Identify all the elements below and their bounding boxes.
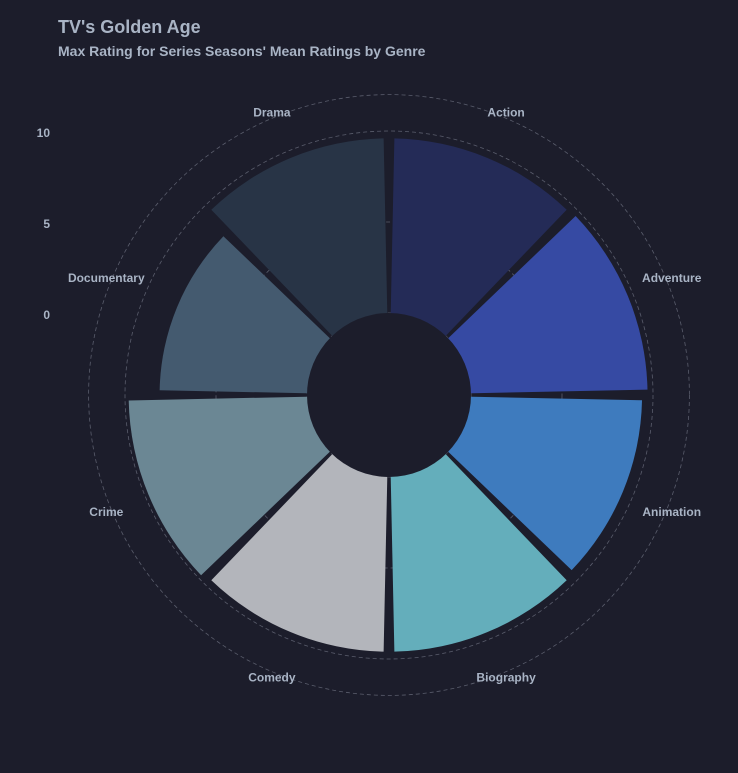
grid-circle bbox=[215, 221, 563, 569]
chart-subtitle: Max Rating for Series Seasons' Mean Rati… bbox=[58, 43, 426, 59]
category-label-action: Action bbox=[487, 105, 524, 119]
center-hole bbox=[307, 313, 471, 477]
category-label-comedy: Comedy bbox=[248, 671, 296, 685]
grid-circle bbox=[88, 94, 690, 696]
tick-label: 10 bbox=[37, 126, 51, 140]
category-label-documentary: Documentary bbox=[68, 271, 145, 285]
category-label-crime: Crime bbox=[89, 505, 123, 519]
category-label-adventure: Adventure bbox=[642, 271, 702, 285]
tick-label: 5 bbox=[43, 217, 50, 231]
tick-label: 0 bbox=[43, 308, 50, 322]
radial-tick-labels: 0 5 10 bbox=[37, 126, 51, 322]
category-label-biography: Biography bbox=[476, 671, 536, 685]
category-labels: Action Adventure Animation Biography Comedy C… bbox=[68, 105, 702, 684]
chart-title: TV's Golden Age bbox=[58, 17, 201, 37]
grid-circle bbox=[124, 130, 654, 660]
category-label-drama: Drama bbox=[253, 105, 291, 119]
category-label-animation: Animation bbox=[642, 505, 701, 519]
